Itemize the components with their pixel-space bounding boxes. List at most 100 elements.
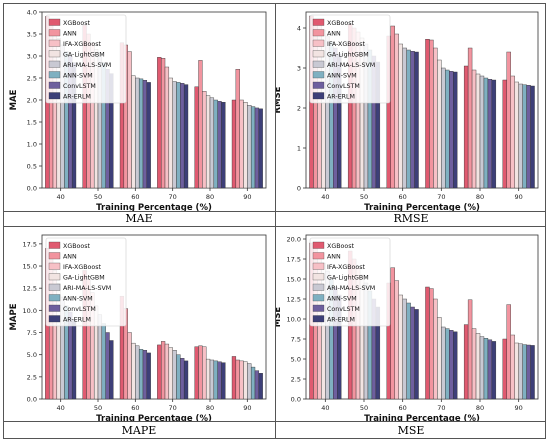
legend-label: ARI-MA-LS-SVM: [327, 62, 375, 69]
bar: [258, 373, 263, 400]
x-tick-label: 80: [206, 193, 214, 201]
x-tick-label: 70: [437, 404, 445, 412]
bar: [394, 280, 399, 400]
bar: [221, 362, 226, 400]
legend-label: IFA-XGBoost: [327, 264, 366, 271]
bar: [398, 294, 403, 400]
bar: [250, 106, 256, 189]
x-tick-label: 40: [57, 404, 65, 412]
figure-frame: [3, 3, 546, 439]
caption-divider-top-upper: [3, 211, 546, 212]
legend-box: [309, 237, 391, 327]
bar: [231, 99, 237, 189]
y-tick-label: 4: [297, 25, 301, 33]
bar: [502, 79, 507, 189]
bar: [250, 366, 256, 400]
bar: [518, 83, 523, 189]
x-tick-label: 40: [321, 193, 329, 201]
legend-label: ARI-MA-LS-SVM: [63, 285, 111, 292]
legend-label: ANN: [327, 254, 341, 261]
bar: [205, 95, 211, 189]
legend-swatch: [312, 252, 325, 260]
legend-label: ANN-SVM: [327, 296, 357, 303]
bar: [449, 70, 454, 189]
legend-label: GA-LightGBM: [63, 52, 105, 59]
bar: [471, 69, 477, 189]
legend-label: ANN: [327, 31, 341, 38]
y-tick-label: 3.0: [27, 53, 37, 61]
legend-label: ConvLSTM: [63, 83, 96, 90]
bar: [530, 85, 535, 189]
bar: [437, 59, 442, 189]
x-axis-label: Training Percentage (%): [364, 414, 480, 421]
bar: [105, 332, 110, 400]
x-axis-label: Training Percentage (%): [96, 414, 212, 421]
bar: [394, 33, 399, 189]
x-tick-label: 50: [360, 404, 368, 412]
bar: [453, 331, 458, 400]
x-tick-label: 70: [169, 193, 177, 201]
bar: [205, 358, 211, 400]
bar: [71, 319, 77, 400]
y-tick-label: 10.0: [23, 307, 37, 315]
bar: [131, 342, 136, 400]
bar: [526, 84, 531, 189]
legend-swatch: [48, 71, 61, 79]
bar: [491, 79, 497, 189]
legend-swatch: [48, 294, 61, 302]
bar: [491, 341, 497, 400]
y-tick-label: 7.5: [291, 336, 301, 344]
x-tick-label: 80: [206, 404, 214, 412]
legend-box: [45, 237, 127, 327]
bar: [514, 81, 519, 189]
x-tick-label: 60: [399, 404, 407, 412]
bar: [433, 298, 438, 400]
legend-label: ConvLSTM: [63, 306, 96, 313]
bar: [453, 71, 458, 189]
bar: [160, 341, 166, 400]
bar: [164, 66, 170, 189]
legend-label: XGBoost: [327, 243, 354, 250]
legend-label: AR-ERLM: [327, 94, 355, 101]
y-tick-label: 7.5: [27, 329, 37, 337]
bar: [176, 354, 181, 400]
x-tick-label: 70: [169, 404, 177, 412]
bar: [138, 78, 144, 189]
bar: [506, 51, 511, 189]
y-tick-label: 20.0: [287, 236, 301, 244]
bar: [425, 39, 430, 189]
bar: [433, 47, 438, 189]
bar: [449, 329, 454, 400]
legend-label: ANN-SVM: [63, 296, 93, 303]
y-tick-label: 2: [297, 105, 301, 113]
bar: [235, 359, 240, 400]
bar: [463, 65, 469, 189]
bar: [518, 343, 523, 400]
bar: [410, 306, 415, 400]
bar: [425, 286, 430, 400]
legend-label: AR-ERLM: [327, 317, 355, 324]
bar: [109, 340, 114, 400]
bar: [239, 99, 244, 189]
bar: [463, 324, 469, 400]
y-axis-label: MAPE: [9, 303, 19, 330]
bar: [479, 75, 485, 189]
bar: [142, 350, 148, 400]
bar: [157, 344, 162, 400]
bar: [168, 77, 173, 189]
legend-swatch: [48, 241, 61, 249]
bar: [183, 360, 189, 400]
y-tick-label: 17.5: [287, 256, 301, 264]
bar: [221, 101, 226, 189]
x-tick-label: 80: [476, 404, 484, 412]
bar: [414, 309, 419, 400]
x-tick-label: 60: [399, 193, 407, 201]
legend-swatch: [312, 60, 325, 68]
y-tick-label: 1: [297, 145, 301, 153]
bar: [157, 57, 162, 189]
legend-label: XGBoost: [63, 243, 90, 250]
bar: [198, 345, 203, 400]
y-tick-label: 5.0: [291, 356, 301, 364]
bar: [254, 370, 260, 400]
legend-swatch: [48, 273, 61, 281]
